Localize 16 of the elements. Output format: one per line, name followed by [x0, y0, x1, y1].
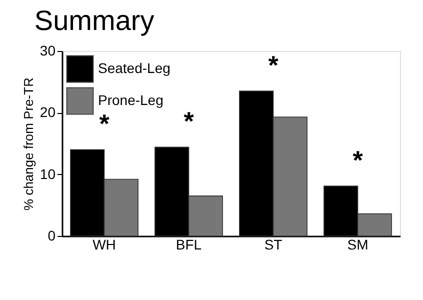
y-axis-title: % change from Pre-TR	[20, 78, 36, 210]
x-tick-label: ST	[264, 236, 283, 252]
annotation: *	[352, 145, 364, 176]
y-tick-label: 30	[40, 42, 56, 58]
annotation: *	[99, 108, 110, 139]
y-tick-label: 0	[48, 228, 56, 244]
legend-label: Prone-Leg	[98, 92, 164, 108]
legend-label: Seated-Leg	[98, 60, 170, 76]
x-tick-label: WH	[92, 236, 116, 252]
annotation: *	[268, 50, 280, 80]
x-tick-label: BFL	[176, 236, 202, 252]
chart-title: Summary	[34, 5, 154, 36]
y-tick-label: 20	[40, 104, 56, 120]
x-tick-label: SM	[347, 236, 368, 252]
y-tick-label: 10	[40, 166, 56, 182]
annotation: *	[184, 106, 195, 136]
